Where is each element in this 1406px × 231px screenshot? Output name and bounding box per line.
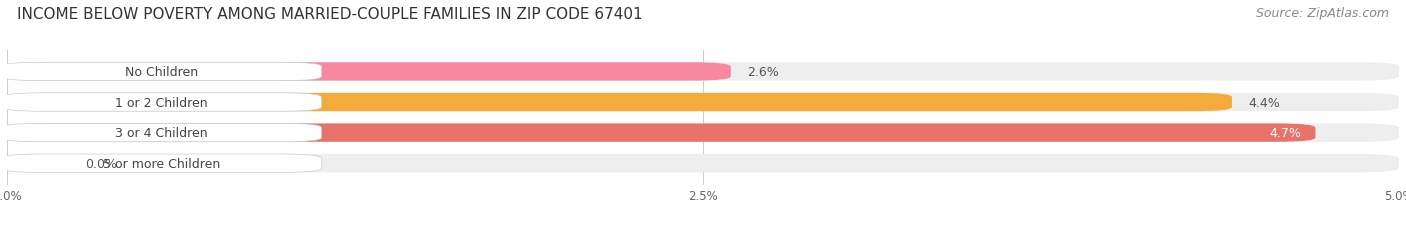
- FancyBboxPatch shape: [7, 154, 1399, 173]
- FancyBboxPatch shape: [7, 94, 1399, 112]
- Text: 5 or more Children: 5 or more Children: [103, 157, 221, 170]
- FancyBboxPatch shape: [7, 124, 1399, 142]
- FancyBboxPatch shape: [1, 94, 322, 112]
- FancyBboxPatch shape: [7, 124, 1316, 142]
- FancyBboxPatch shape: [7, 63, 731, 81]
- FancyBboxPatch shape: [7, 63, 1399, 81]
- FancyBboxPatch shape: [7, 154, 69, 173]
- Text: 0.0%: 0.0%: [84, 157, 117, 170]
- Text: Source: ZipAtlas.com: Source: ZipAtlas.com: [1256, 7, 1389, 20]
- FancyBboxPatch shape: [1, 154, 322, 173]
- Text: 4.4%: 4.4%: [1249, 96, 1281, 109]
- Text: 1 or 2 Children: 1 or 2 Children: [115, 96, 208, 109]
- Text: 2.6%: 2.6%: [748, 66, 779, 79]
- Text: 3 or 4 Children: 3 or 4 Children: [115, 127, 208, 140]
- FancyBboxPatch shape: [7, 94, 1232, 112]
- Text: No Children: No Children: [125, 66, 198, 79]
- FancyBboxPatch shape: [1, 124, 322, 142]
- Text: 4.7%: 4.7%: [1270, 127, 1302, 140]
- Text: INCOME BELOW POVERTY AMONG MARRIED-COUPLE FAMILIES IN ZIP CODE 67401: INCOME BELOW POVERTY AMONG MARRIED-COUPL…: [17, 7, 643, 22]
- FancyBboxPatch shape: [1, 63, 322, 81]
